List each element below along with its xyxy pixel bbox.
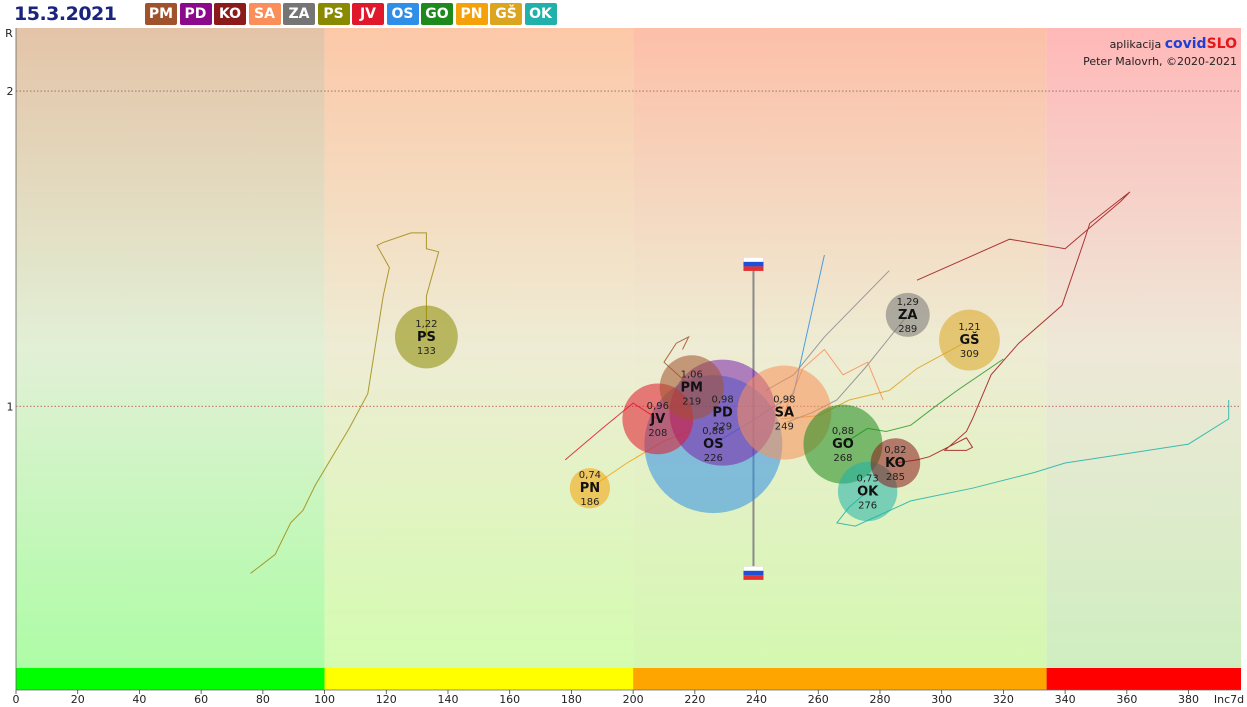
- slovenia-flag-icon: [743, 257, 764, 271]
- trail-line: [835, 400, 1230, 527]
- bubble-inc-label: 133: [417, 346, 436, 357]
- y-tick-label: 1: [7, 400, 14, 413]
- x-tick-label: 240: [746, 693, 767, 706]
- x-tick-label: 0: [13, 693, 20, 706]
- bubble-code-label: PN: [580, 481, 600, 496]
- bubble-inc-label: 285: [886, 472, 905, 483]
- bubble-ZA: [885, 292, 930, 337]
- credit-line-app: aplikacija covidSLO: [1109, 36, 1237, 52]
- bubble-r-label: 1,22: [415, 319, 437, 330]
- bubble-code-label: SA: [775, 406, 794, 421]
- bubble-KO: [870, 438, 921, 488]
- legend-item-PM: PM: [145, 3, 177, 25]
- bubble-r-label: 0,73: [857, 473, 879, 484]
- bubble-code-label: PD: [712, 406, 733, 421]
- trail-line: [895, 191, 1131, 464]
- bubble-inc-label: 249: [775, 422, 794, 433]
- zone-band: [1046, 28, 1241, 668]
- bubble-r-label: 0,88: [832, 426, 854, 437]
- credit-text: aplikacija covidSLO Peter Malovrh, ©2020…: [1083, 36, 1237, 70]
- x-tick-label: 100: [314, 693, 335, 706]
- bubble-inc-label: 186: [580, 497, 599, 508]
- bubble-r-label: 1,06: [681, 369, 703, 380]
- trail-line: [250, 232, 440, 574]
- x-tick-label: 200: [623, 693, 644, 706]
- bubble-PN: [569, 468, 611, 509]
- x-tick-label: 40: [132, 693, 146, 706]
- zone-band: [324, 28, 634, 668]
- zone-bar-segment: [324, 668, 634, 690]
- bubble-code-label: OK: [857, 484, 879, 499]
- plot-background: [16, 28, 1241, 668]
- bubble-code-label: PM: [681, 380, 703, 395]
- x-tick-label: 220: [684, 693, 705, 706]
- bubble-code-label: PS: [417, 330, 436, 345]
- x-tick-label: 260: [808, 693, 829, 706]
- x-tick-label: 20: [71, 693, 85, 706]
- legend-item-OK: OK: [524, 3, 557, 25]
- legend-item-ZA: ZA: [283, 3, 315, 25]
- x-tick-label: 340: [1055, 693, 1076, 706]
- legend-item-PS: PS: [317, 3, 350, 25]
- x-tick-label: 300: [931, 693, 952, 706]
- legend-item-PN: PN: [455, 3, 488, 25]
- bubble-inc-label: 219: [682, 396, 701, 407]
- bubble-r-label: 0,82: [884, 445, 906, 456]
- x-tick-label: 120: [376, 693, 397, 706]
- x-tick-label: 360: [1116, 693, 1137, 706]
- bubble-inc-label: 268: [833, 453, 852, 464]
- bubble-inc-label: 309: [960, 349, 979, 360]
- bubble-inc-label: 229: [713, 422, 732, 433]
- x-tick-label: 180: [561, 693, 582, 706]
- y-tick-label: 2: [7, 85, 14, 98]
- date-label: 15.3.2021: [14, 3, 117, 25]
- x-tick-label: 140: [437, 693, 458, 706]
- zone-bar-segment: [633, 668, 1047, 690]
- bubble-code-label: KO: [885, 456, 906, 471]
- bubble-inc-label: 226: [704, 453, 723, 464]
- bubble-code-label: JV: [649, 412, 665, 427]
- bubble-code-label: ZA: [898, 308, 918, 323]
- y-axis-label: R: [5, 27, 13, 40]
- credit-line-author: Peter Malovrh, ©2020-2021: [1083, 55, 1237, 68]
- bubble-code-label: GŠ: [959, 332, 979, 348]
- x-tick-label: 80: [256, 693, 270, 706]
- x-tick-label: 60: [194, 693, 208, 706]
- bubble-inc-label: 289: [898, 324, 917, 335]
- legend-item-PD: PD: [179, 3, 212, 25]
- bubble-r-label: 1,21: [958, 322, 980, 333]
- bubble-inc-label: 276: [858, 500, 877, 511]
- zone-bar-segment: [1046, 668, 1241, 690]
- bubble-r-label: 0,96: [647, 401, 669, 412]
- legend-item-SA: SA: [248, 3, 281, 25]
- bubble-r-label: 0,88: [702, 426, 724, 437]
- bubble-code-label: GO: [832, 437, 854, 452]
- bubble-inc-label: 208: [648, 428, 667, 439]
- bubble-GŠ: [939, 309, 1000, 371]
- slovenia-flag-icon: [743, 566, 764, 580]
- legend-item-OS: OS: [386, 3, 419, 25]
- legend-item-JV: JV: [352, 3, 384, 25]
- legend-item-GO: GO: [421, 3, 453, 25]
- bubble-r-label: 0,98: [711, 395, 733, 406]
- bubble-r-label: 0,98: [773, 395, 795, 406]
- x-tick-label: 320: [993, 693, 1014, 706]
- x-tick-label: 380: [1178, 693, 1199, 706]
- axes: 0 20 40 60 80 100 120 140 160 180 200 220 240 260 280 3…: [5, 27, 1244, 706]
- zone-band: [16, 28, 325, 668]
- legend-item-GŠ: GŠ: [490, 3, 522, 25]
- x-tick-label: 280: [869, 693, 890, 706]
- legend-item-KO: KO: [214, 3, 246, 25]
- zone-bar-segment: [16, 668, 325, 690]
- bubble-r-label: 0,74: [579, 470, 601, 481]
- bubble-PS: [394, 305, 458, 369]
- x-tick-label: 160: [499, 693, 520, 706]
- bubble-PM: [659, 355, 724, 420]
- incidence-zone-bar: [16, 668, 1241, 690]
- bubble-code-label: OS: [703, 437, 723, 452]
- bubble-r-label: 1,29: [897, 297, 919, 308]
- x-axis-label: Inc7d: [1214, 693, 1244, 706]
